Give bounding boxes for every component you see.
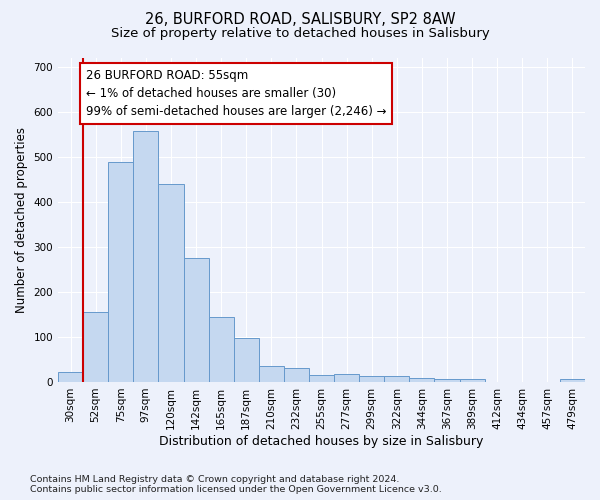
Bar bbox=[309, 375, 334, 382]
Bar bbox=[259, 366, 284, 382]
Bar bbox=[434, 380, 460, 382]
Y-axis label: Number of detached properties: Number of detached properties bbox=[15, 126, 28, 312]
Bar bbox=[560, 380, 585, 382]
Text: 26 BURFORD ROAD: 55sqm
← 1% of detached houses are smaller (30)
99% of semi-deta: 26 BURFORD ROAD: 55sqm ← 1% of detached … bbox=[86, 69, 386, 118]
Text: Size of property relative to detached houses in Salisbury: Size of property relative to detached ho… bbox=[110, 28, 490, 40]
Bar bbox=[359, 376, 384, 382]
X-axis label: Distribution of detached houses by size in Salisbury: Distribution of detached houses by size … bbox=[160, 434, 484, 448]
Text: Contains HM Land Registry data © Crown copyright and database right 2024.
Contai: Contains HM Land Registry data © Crown c… bbox=[30, 474, 442, 494]
Bar bbox=[334, 374, 359, 382]
Bar bbox=[460, 380, 485, 382]
Bar bbox=[58, 372, 83, 382]
Bar bbox=[83, 312, 108, 382]
Bar bbox=[158, 184, 184, 382]
Bar bbox=[284, 368, 309, 382]
Bar bbox=[133, 130, 158, 382]
Bar bbox=[184, 258, 209, 382]
Text: 26, BURFORD ROAD, SALISBURY, SP2 8AW: 26, BURFORD ROAD, SALISBURY, SP2 8AW bbox=[145, 12, 455, 28]
Bar bbox=[108, 162, 133, 382]
Bar bbox=[384, 376, 409, 382]
Bar bbox=[209, 316, 233, 382]
Bar bbox=[409, 378, 434, 382]
Bar bbox=[233, 338, 259, 382]
